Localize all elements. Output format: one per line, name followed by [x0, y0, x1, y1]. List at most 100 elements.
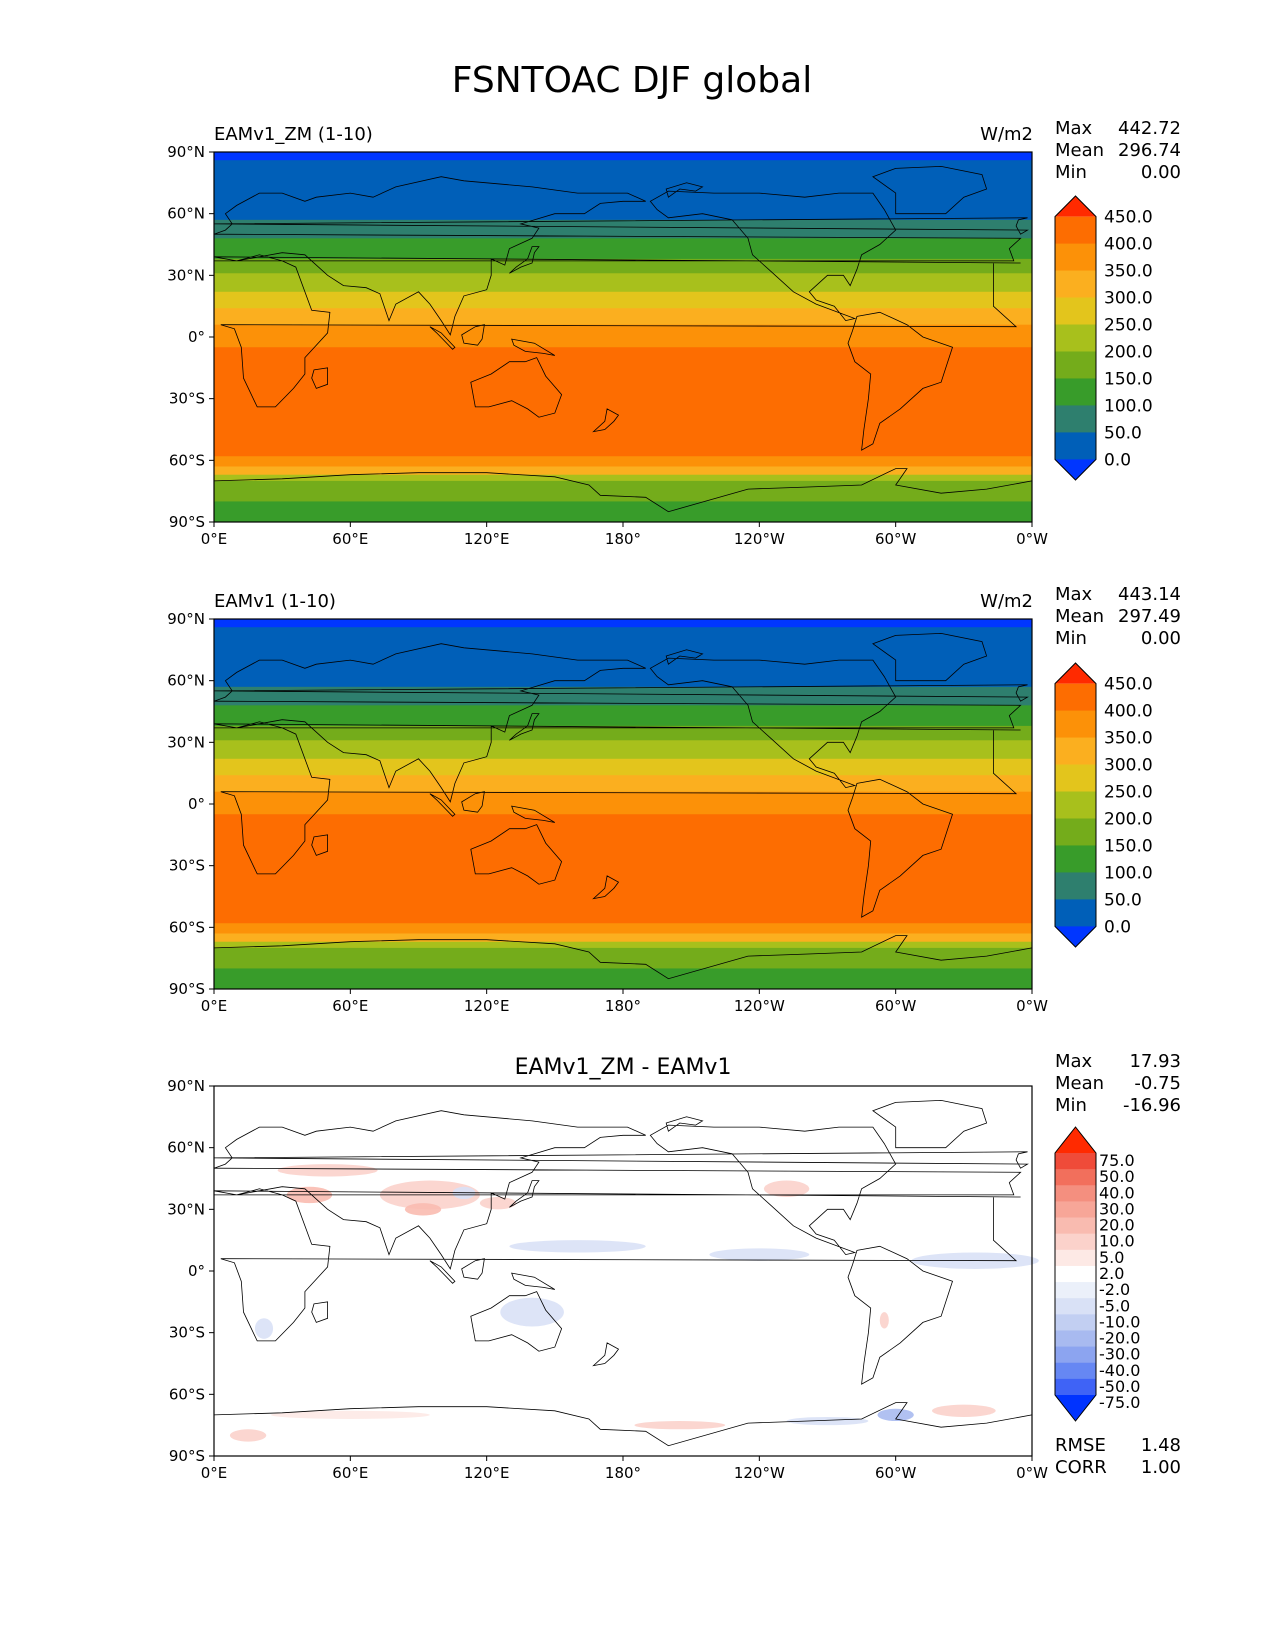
x-tick-label: 120°W [734, 997, 785, 1015]
colorbar-swatch [1055, 216, 1096, 245]
colorbar-tick-label: 0.0 [1104, 917, 1131, 937]
colorbar-swatch [1055, 405, 1096, 433]
colorbar-tick-label: 300.0 [1104, 289, 1153, 309]
colorbar-tick-label: 50.0 [1099, 1167, 1135, 1186]
colorbar-swatch [1055, 899, 1096, 927]
y-tick-label: 60°S [169, 1385, 205, 1403]
colorbar-swatch [1055, 1362, 1096, 1380]
panel-reference: EAMv1 (1-10) W/m2 0°E 60°E 120°E 180° 120°W 6… [167, 584, 1181, 1015]
lat-band [214, 923, 1032, 934]
y-tick-label: 30°S [169, 1324, 205, 1342]
lat-band [214, 480, 1032, 502]
panel-difference: EAMv1_ZM - EAMv1 0°E 60°E 120°E 180° 120°W 60… [167, 1051, 1181, 1482]
lat-band [214, 466, 1032, 476]
colorbar-tick-label: 30.0 [1099, 1199, 1135, 1218]
y-tick-label: 90°S [169, 513, 205, 531]
colorbar-swatch [1055, 818, 1096, 846]
colorbar-swatch [1055, 243, 1096, 271]
lat-band [214, 725, 1032, 741]
anomaly-patch [786, 1416, 869, 1426]
stat-label: Min [1055, 1095, 1087, 1116]
colorbar-tick-label: 350.0 [1104, 262, 1153, 282]
lat-band [214, 791, 1032, 815]
anomaly-patch [932, 1404, 996, 1417]
x-tick-label: 0°W [1016, 530, 1048, 548]
lat-band [214, 501, 1032, 523]
stat-label: Min [1055, 628, 1087, 649]
colorbar-tick-label: 300.0 [1104, 756, 1153, 776]
colorbar-tick-label: 50.0 [1104, 423, 1142, 443]
colorbar-outline [1054, 1126, 1097, 1422]
y-tick-label: 30°N [167, 266, 205, 284]
colorbar-swatch [1055, 737, 1096, 765]
anomaly-patch [229, 1429, 267, 1442]
lat-band [214, 933, 1032, 943]
colorbar-tick-label: 200.0 [1104, 809, 1153, 829]
colorbar: 75.050.040.030.020.010.05.02.0-2.0-5.0-1… [1054, 1126, 1140, 1422]
lat-band [214, 347, 1032, 457]
lat-band [214, 273, 1032, 293]
colorbar-tick-label: 200.0 [1104, 342, 1153, 362]
colorbar-swatch [1055, 351, 1096, 379]
x-tick-label: 0°E [201, 530, 228, 548]
map-area [213, 1085, 1039, 1457]
colorbar-tick-label: 450.0 [1104, 208, 1153, 228]
lat-band [214, 324, 1032, 348]
panel-title-left: EAMv1_ZM (1-10) [214, 124, 373, 145]
colorbar-swatch [1055, 683, 1096, 712]
lat-band [214, 238, 1032, 260]
colorbar-swatch [1055, 1330, 1096, 1347]
stat-label: Mean [1055, 140, 1104, 161]
y-tick-label: 90°N [167, 1077, 205, 1095]
x-axis: 0°E 60°E 120°E 180° 120°W 60°W 0°W [201, 1456, 1048, 1482]
colorbar-extend-min [1055, 1395, 1096, 1421]
stats-box: Max 443.14 Mean 297.49 Min 0.00 [1055, 584, 1181, 649]
lat-band [214, 947, 1032, 969]
x-tick-label: 60°E [332, 997, 368, 1015]
lat-band [214, 456, 1032, 467]
stat-value: 0.00 [1141, 628, 1181, 649]
y-tick-label: 60°S [169, 918, 205, 936]
lat-band [214, 308, 1032, 326]
anomaly-patch [404, 1203, 442, 1216]
colorbar-swatch [1055, 791, 1096, 819]
y-tick-label: 60°N [167, 1139, 205, 1157]
lat-band [214, 219, 1032, 239]
colorbar-tick-label: 20.0 [1099, 1216, 1135, 1235]
x-tick-label: 120°E [464, 1464, 510, 1482]
colorbar-extend-min [1055, 459, 1096, 480]
colorbar-tick-label: 0.0 [1104, 450, 1131, 470]
colorbar-swatch [1055, 324, 1096, 352]
anomaly-patch [634, 1421, 726, 1430]
colorbar-swatch [1055, 1201, 1096, 1218]
stat-label: Max [1055, 118, 1093, 139]
colorbar-swatch [1055, 1153, 1096, 1170]
colorbar-swatch [1055, 297, 1096, 325]
stat-value: 1.48 [1141, 1435, 1181, 1456]
colorbar-outline [1054, 195, 1097, 481]
x-tick-label: 120°W [734, 1464, 785, 1482]
colorbar-tick-label: 40.0 [1099, 1183, 1135, 1202]
colorbar-swatch [1055, 1249, 1096, 1267]
lat-band [214, 291, 1032, 309]
colorbar-tick-label: -10.0 [1099, 1312, 1140, 1331]
x-axis: 0°E 60°E 120°E 180° 120°W 60°W 0°W [201, 989, 1048, 1015]
x-tick-label: 180° [605, 530, 641, 548]
x-tick-label: 60°W [875, 997, 917, 1015]
stat-value: -16.96 [1123, 1095, 1181, 1116]
colorbar-tick-label: 100.0 [1104, 396, 1153, 416]
anomaly-patch [879, 1312, 889, 1329]
y-tick-label: 90°S [169, 1447, 205, 1465]
colorbar-tick-label: 150.0 [1104, 836, 1153, 856]
colorbar-swatch [1055, 1314, 1096, 1331]
lat-band [214, 627, 1032, 688]
anomaly-patch [877, 1408, 914, 1422]
stat-label: Min [1055, 162, 1087, 183]
y-axis: 90°N 60°N 30°N 0° 30°S 60°S 90°S [167, 143, 214, 531]
y-tick-label: 30°N [167, 733, 205, 751]
y-tick-label: 90°S [169, 980, 205, 998]
x-tick-label: 180° [605, 1464, 641, 1482]
colorbar-tick-label: -50.0 [1099, 1377, 1140, 1396]
lat-band [214, 814, 1032, 924]
colorbar-swatch [1055, 710, 1096, 738]
